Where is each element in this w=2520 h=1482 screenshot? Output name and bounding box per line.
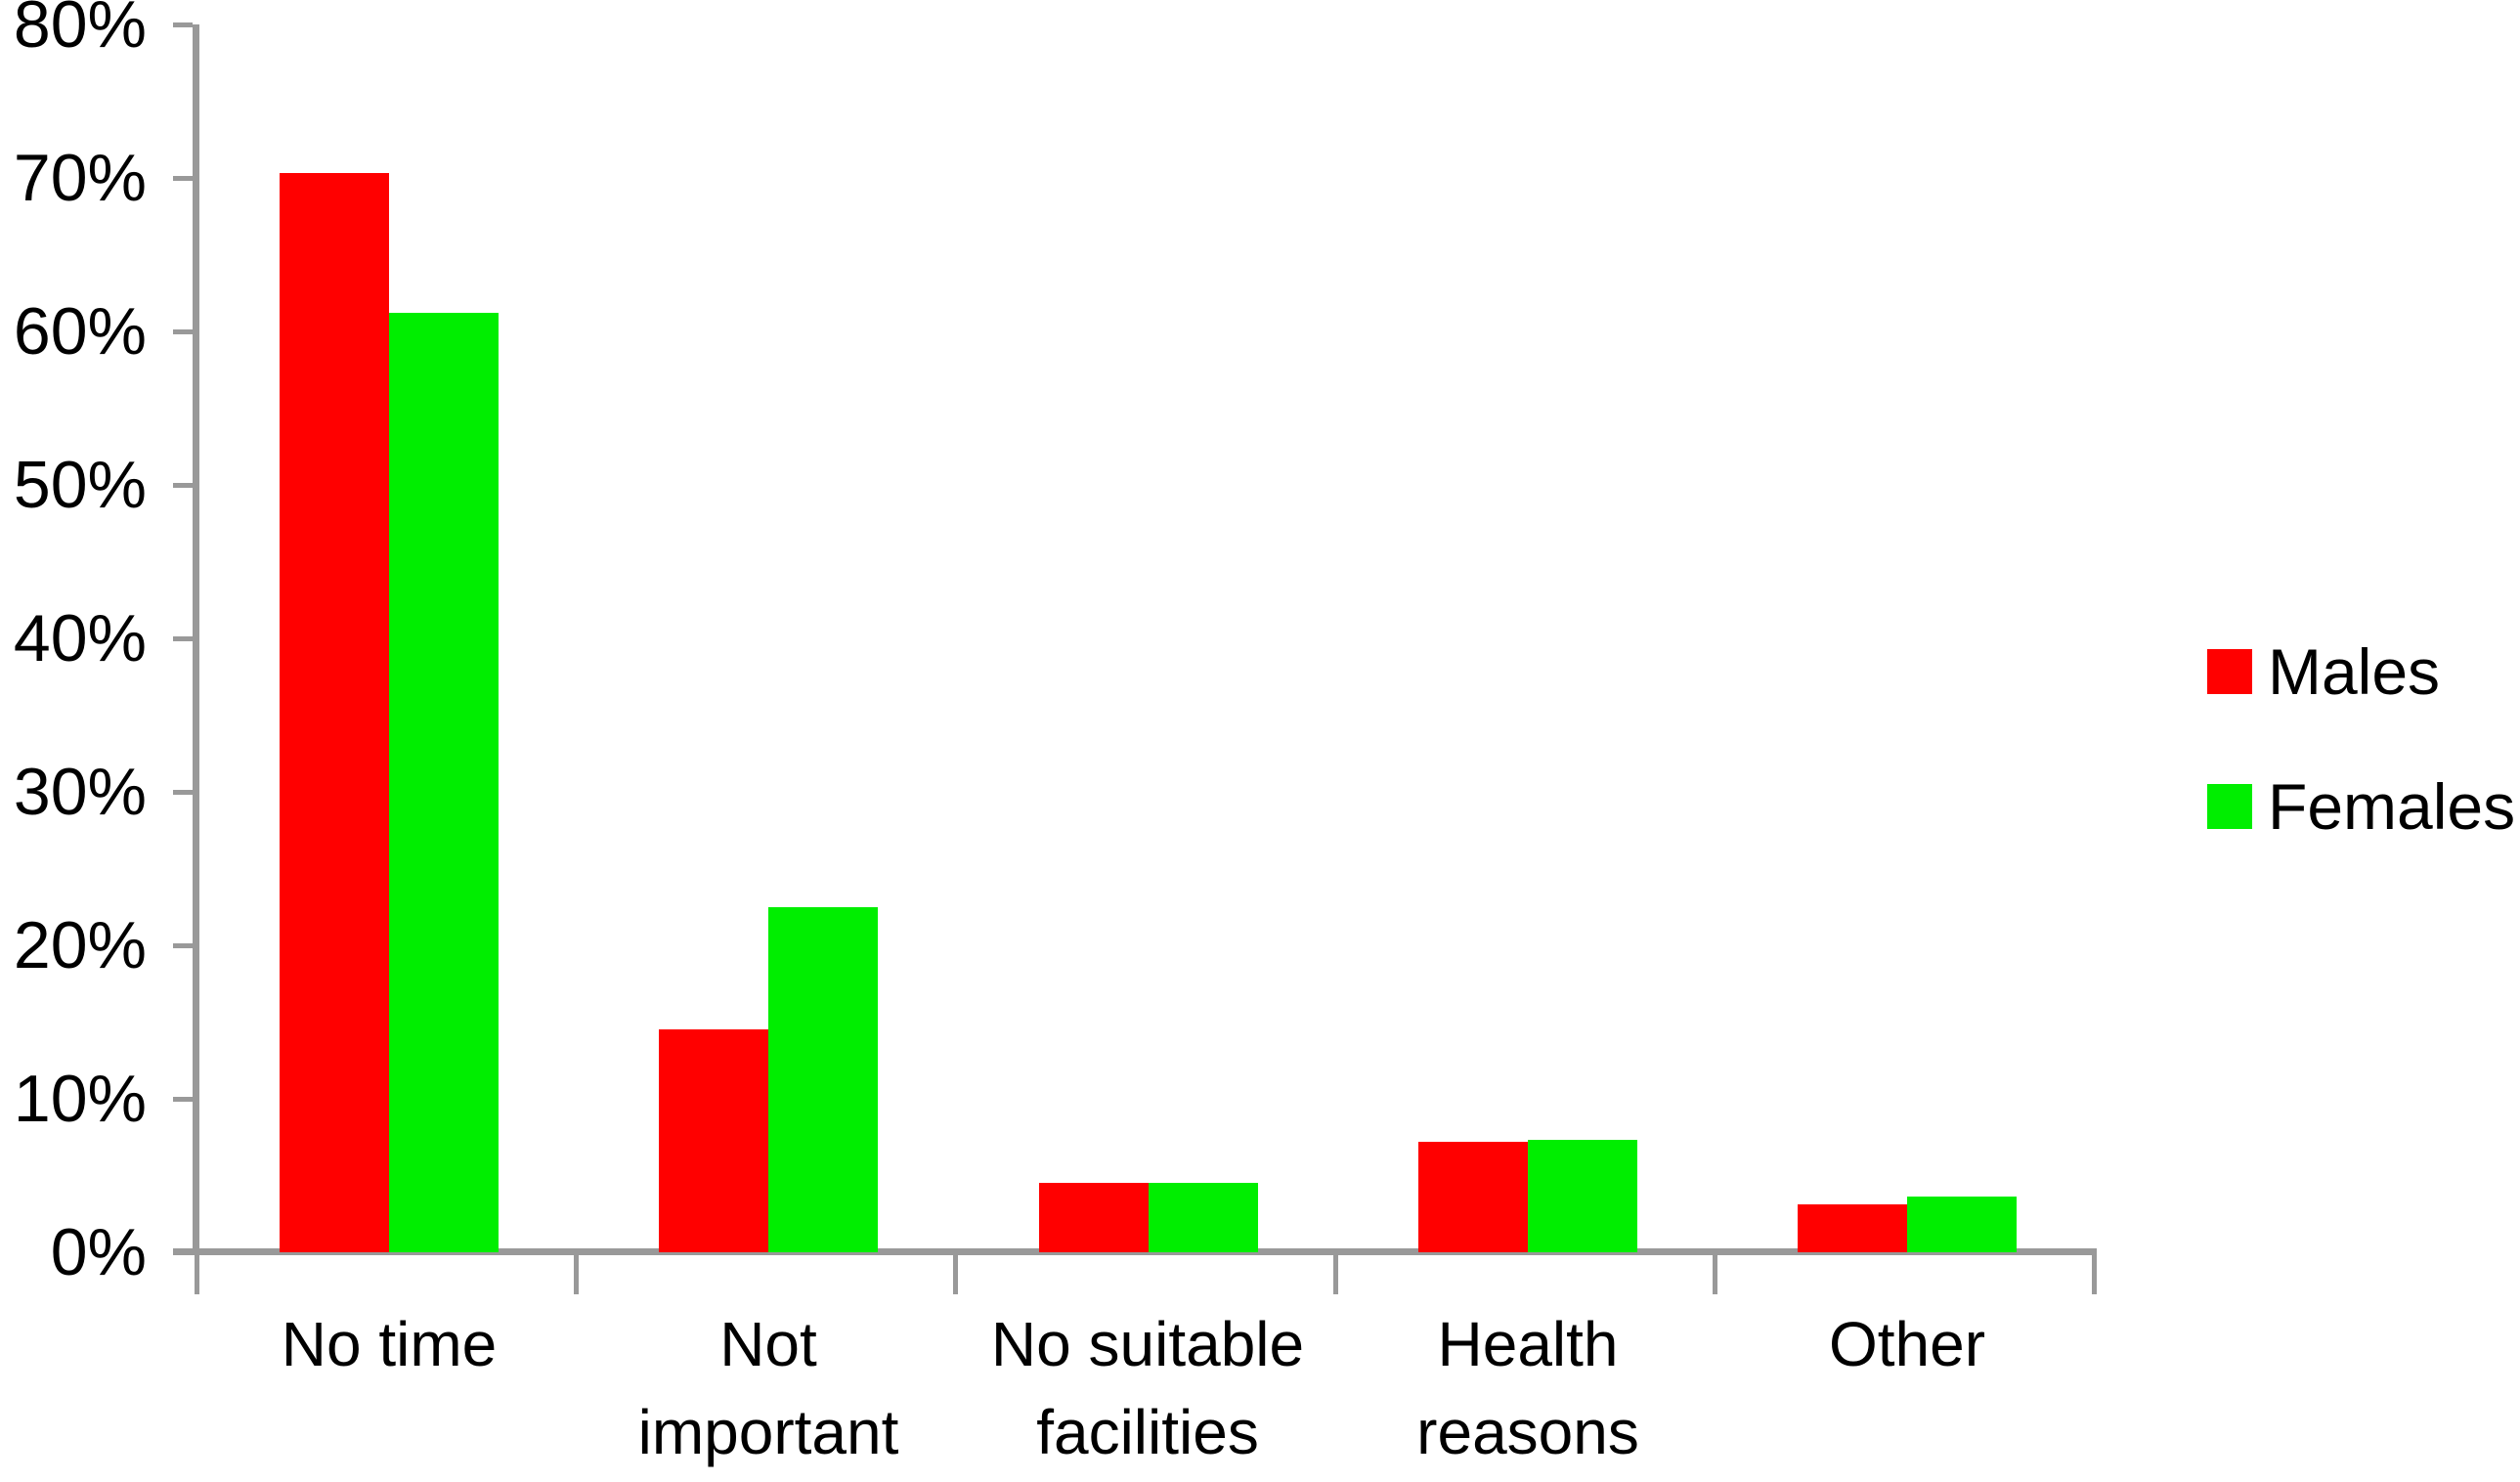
x-axis-label-line: Health [1437, 1309, 1619, 1379]
x-axis-label-no-suitable-facilities: No suitable facilities [958, 1300, 1337, 1478]
bar-females-health-reasons [1528, 1140, 1637, 1252]
x-axis-label-not-important: Not important [579, 1300, 958, 1478]
x-axis-label-line: important [637, 1397, 899, 1467]
y-tick [173, 22, 193, 27]
legend-label: Females [2268, 770, 2516, 843]
y-tick-label: 70% [13, 141, 147, 215]
y-tick [173, 176, 193, 181]
bar-females-other [1907, 1197, 2017, 1252]
y-tick-label: 30% [13, 755, 147, 829]
legend-item-females: Females [2207, 770, 2516, 843]
y-tick [173, 483, 193, 488]
x-axis-label-line: facilities [1036, 1397, 1259, 1467]
y-tick-label: 80% [13, 0, 147, 62]
bar-males-not-important [659, 1029, 768, 1252]
bar-females-no-time [389, 313, 499, 1252]
bar-females-not-important [768, 907, 878, 1252]
y-tick [173, 943, 193, 948]
x-axis-label-health-reasons: Health reasons [1338, 1300, 1717, 1478]
y-tick-label: 0% [50, 1215, 147, 1289]
y-tick [173, 1097, 193, 1102]
x-axis-label-no-time: No time [199, 1300, 579, 1478]
legend-label: Males [2268, 635, 2441, 708]
y-tick-label: 60% [13, 294, 147, 369]
x-axis-label-line: Other [1828, 1309, 1986, 1379]
x-axis-label-line: No time [281, 1309, 498, 1379]
y-tick-label: 10% [13, 1062, 147, 1136]
bar-males-no-time [280, 173, 389, 1252]
bar-males-no-suitable-facilities [1039, 1183, 1149, 1252]
x-axis-label-line: Not [719, 1309, 817, 1379]
x-tick [1333, 1255, 1338, 1294]
x-tick [2092, 1255, 2097, 1294]
y-tick-label: 50% [13, 448, 147, 522]
x-tick [195, 1255, 199, 1294]
y-tick-label: 20% [13, 908, 147, 982]
bar-males-other [1798, 1204, 1907, 1252]
legend-item-males: Males [2207, 635, 2515, 708]
y-axis-line [193, 24, 199, 1252]
x-axis-label-line: reasons [1416, 1397, 1639, 1467]
y-tick-label: 40% [13, 601, 147, 676]
x-tick [953, 1255, 958, 1294]
y-tick [173, 329, 193, 334]
y-tick [173, 790, 193, 795]
bar-males-health-reasons [1418, 1142, 1528, 1252]
legend-swatch-females [2207, 784, 2252, 829]
legend: Males Females [2207, 635, 2516, 907]
legend-swatch-males [2207, 649, 2252, 694]
x-tick [574, 1255, 579, 1294]
y-tick [173, 636, 193, 641]
x-tick [1713, 1255, 1717, 1294]
bar-females-no-suitable-facilities [1149, 1183, 1258, 1252]
x-axis-label-other: Other [1717, 1300, 2097, 1478]
x-axis-label-line: No suitable [990, 1309, 1305, 1379]
